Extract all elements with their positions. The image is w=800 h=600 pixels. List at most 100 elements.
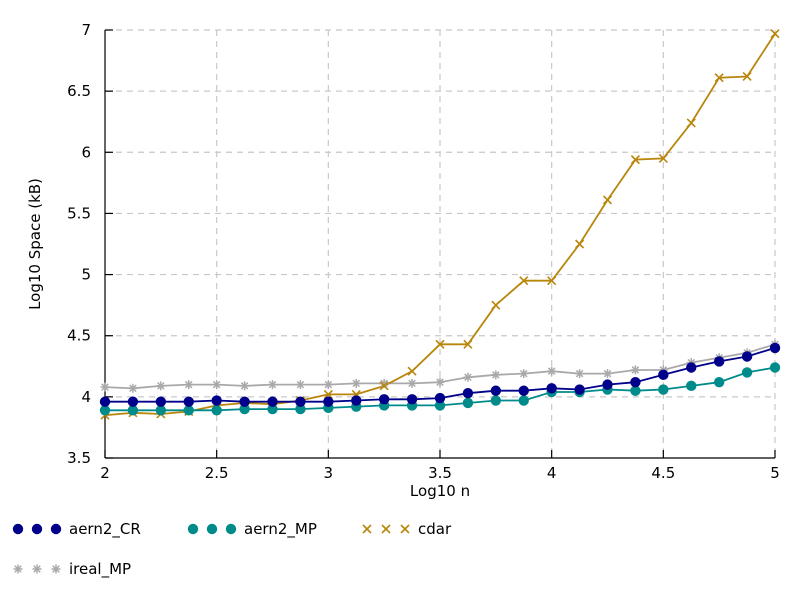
legend-marker-ireal_MP [51, 564, 61, 574]
data-point-aern2_MP [462, 397, 474, 409]
legend-marker-aern2_MP [225, 523, 237, 535]
data-point-ireal_MP [630, 365, 640, 375]
data-point-aern2_CR [602, 379, 613, 390]
data-point-ireal_MP [547, 366, 557, 376]
x-tick-label: 2.5 [205, 464, 229, 482]
data-point-aern2_CR [406, 394, 418, 405]
legend-item-ireal_MP: ireal_MP [13, 560, 131, 579]
legend-item-cdar: cdar [362, 520, 452, 538]
data-point-aern2_MP [518, 395, 529, 406]
data-point-aern2_CR [769, 342, 781, 354]
data-point-aern2_MP [769, 362, 781, 373]
data-point-aern2_MP [434, 400, 446, 411]
x-tick-label: 3.5 [428, 464, 452, 482]
legend-marker-aern2_MP [206, 523, 218, 535]
data-point-aern2_MP [658, 384, 669, 395]
data-point-ireal_MP [100, 382, 110, 392]
data-point-aern2_CR [183, 396, 194, 407]
data-point-cdar [575, 239, 585, 249]
x-tick-label: 3 [324, 464, 334, 482]
y-tick-label: 5 [81, 266, 91, 284]
legend: aern2_CR aern2_MP cdar ireal_MP [12, 520, 452, 579]
data-point-aern2_MP [127, 405, 139, 416]
data-point-aern2_CR [127, 396, 139, 407]
data-point-aern2_CR [630, 376, 641, 388]
data-point-ireal_MP [435, 377, 445, 387]
data-point-ireal_MP [603, 369, 612, 379]
legend-marker-aern2_CR [50, 523, 62, 535]
data-point-aern2_CR [295, 396, 306, 407]
y-tick-label: 6 [81, 143, 91, 161]
legend-marker-ireal_MP [13, 564, 23, 574]
data-point-ireal_MP [351, 378, 361, 388]
y-tick-label: 6.5 [67, 82, 91, 100]
data-point-cdar [630, 155, 640, 165]
legend-label-cdar: cdar [418, 520, 452, 538]
y-axis-title: Log10 Space (kB) [26, 178, 44, 310]
data-point-cdar [379, 381, 389, 391]
x-axis-title: Log10 n [410, 482, 470, 500]
data-point-aern2_CR [378, 394, 390, 405]
data-point-cdar [407, 366, 417, 376]
data-point-cdar [658, 153, 668, 163]
data-point-cdar [714, 73, 724, 83]
y-tick-label: 4 [81, 388, 91, 406]
data-point-aern2_CR [155, 396, 167, 407]
y-tick-label: 3.5 [67, 449, 91, 467]
data-point-aern2_MP [630, 385, 641, 396]
legend-marker-cdar [362, 524, 372, 534]
legend-marker-aern2_CR [31, 523, 43, 535]
data-point-aern2_CR [686, 362, 697, 373]
legend-marker-cdar [400, 524, 410, 534]
data-point-cdar [770, 29, 780, 39]
data-point-ireal_MP [212, 380, 222, 390]
data-point-cdar [463, 339, 473, 349]
data-point-aern2_MP [183, 405, 194, 416]
data-point-aern2_MP [686, 380, 697, 392]
data-point-ireal_MP [463, 372, 473, 382]
data-point-cdar [519, 276, 529, 286]
data-point-aern2_CR [434, 392, 446, 404]
data-point-cdar [323, 389, 333, 399]
legend-label-aern2_MP: aern2_MP [244, 520, 317, 539]
data-point-aern2_CR [518, 385, 529, 396]
data-point-ireal_MP [491, 370, 501, 380]
data-point-aern2_MP [99, 405, 111, 416]
data-point-aern2_CR [99, 396, 111, 407]
legend-item-aern2_CR: aern2_CR [12, 520, 141, 539]
data-point-ireal_MP [268, 380, 277, 390]
data-point-aern2_MP [741, 367, 753, 378]
x-tick-label: 4.5 [651, 464, 675, 482]
data-point-aern2_CR [574, 384, 585, 395]
legend-marker-ireal_MP [32, 564, 42, 574]
data-point-aern2_MP [267, 403, 278, 415]
data-point-aern2_CR [351, 395, 362, 406]
data-point-aern2_MP [713, 376, 725, 388]
tick-labels: 2 2.5 3 3.5 4 4.5 5 3.5 4 4.5 5 5.5 6 6.5 7 [67, 21, 780, 482]
legend-label-ireal_MP: ireal_MP [69, 560, 131, 579]
data-point-cdar [547, 276, 557, 286]
data-point-aern2_MP [155, 405, 167, 416]
data-point-ireal_MP [128, 383, 138, 393]
data-point-cdar [686, 118, 696, 128]
data-point-aern2_CR [267, 396, 278, 407]
data-point-aern2_CR [546, 383, 557, 394]
y-tick-label: 5.5 [67, 204, 91, 222]
legend-label-aern2_CR: aern2_CR [69, 520, 141, 539]
data-point-aern2_CR [323, 396, 334, 407]
data-point-ireal_MP [519, 369, 529, 379]
legend-marker-cdar [381, 524, 391, 534]
legend-marker-aern2_CR [12, 523, 24, 535]
y-tick-label: 7 [81, 21, 91, 39]
data-point-cdar [435, 339, 445, 349]
data-point-aern2_CR [490, 385, 502, 396]
data-point-cdar [742, 71, 752, 82]
x-tick-label: 2 [100, 464, 110, 482]
data-point-aern2_MP [295, 403, 306, 415]
data-point-aern2_CR [239, 396, 250, 407]
legend-item-aern2_MP: aern2_MP [187, 520, 317, 539]
data-point-aern2_CR [211, 395, 222, 406]
data-point-aern2_MP [239, 403, 250, 415]
data-point-aern2_CR [713, 356, 725, 367]
